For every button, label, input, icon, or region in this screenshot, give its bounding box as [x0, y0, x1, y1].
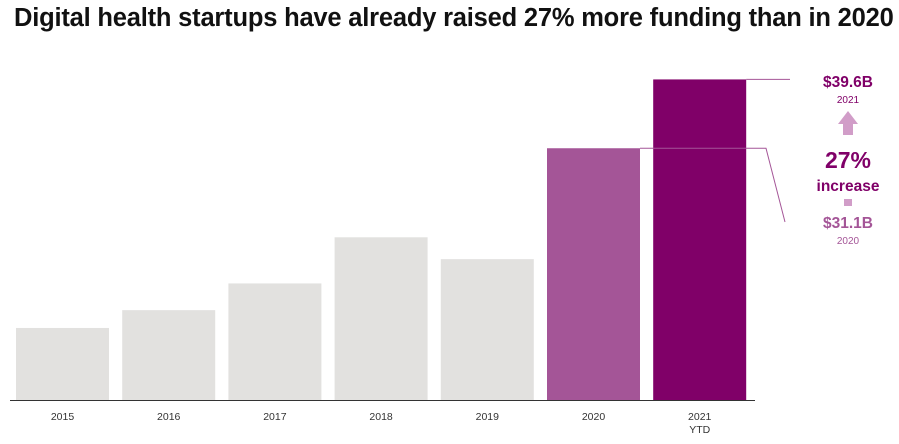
arrow-stem [843, 124, 853, 135]
arrow-up-icon [838, 111, 858, 124]
x-tick-label-2021: 2021 [688, 411, 712, 423]
bar-2021 [653, 79, 747, 400]
callout-2021-year: 2021 [837, 95, 860, 106]
bar-2016 [122, 310, 216, 400]
x-tick-label-2020: 2020 [582, 411, 606, 423]
x-tick-label-2015: 2015 [51, 411, 75, 423]
callout-change-percent: 27% [825, 147, 871, 173]
arrow-base-marker [844, 199, 852, 206]
x-tick-label-2019: 2019 [476, 411, 500, 423]
bar-2018 [334, 237, 428, 400]
bars-group [16, 79, 747, 400]
connector-line-2020 [640, 147, 786, 223]
x-tick-label-2017: 2017 [263, 411, 287, 423]
change-callout: $39.6B 2021 27% increase $31.1B 2020 [640, 74, 880, 247]
bar-2015 [16, 327, 109, 400]
chart-title: Digital health startups have already rai… [14, 4, 894, 32]
callout-2020-year: 2020 [837, 236, 860, 247]
callout-change-label: increase [817, 178, 880, 195]
callout-2020-value: $31.1B [823, 215, 873, 232]
bar-2017 [228, 283, 322, 400]
x-tick-label-2018: 2018 [369, 411, 393, 423]
bar-2019 [440, 259, 534, 400]
bar-2020 [547, 148, 640, 400]
x-tick-label-2016: 2016 [157, 411, 181, 423]
callout-2021-value: $39.6B [823, 74, 873, 91]
x-tick-sublabel-2021: YTD [689, 424, 710, 436]
